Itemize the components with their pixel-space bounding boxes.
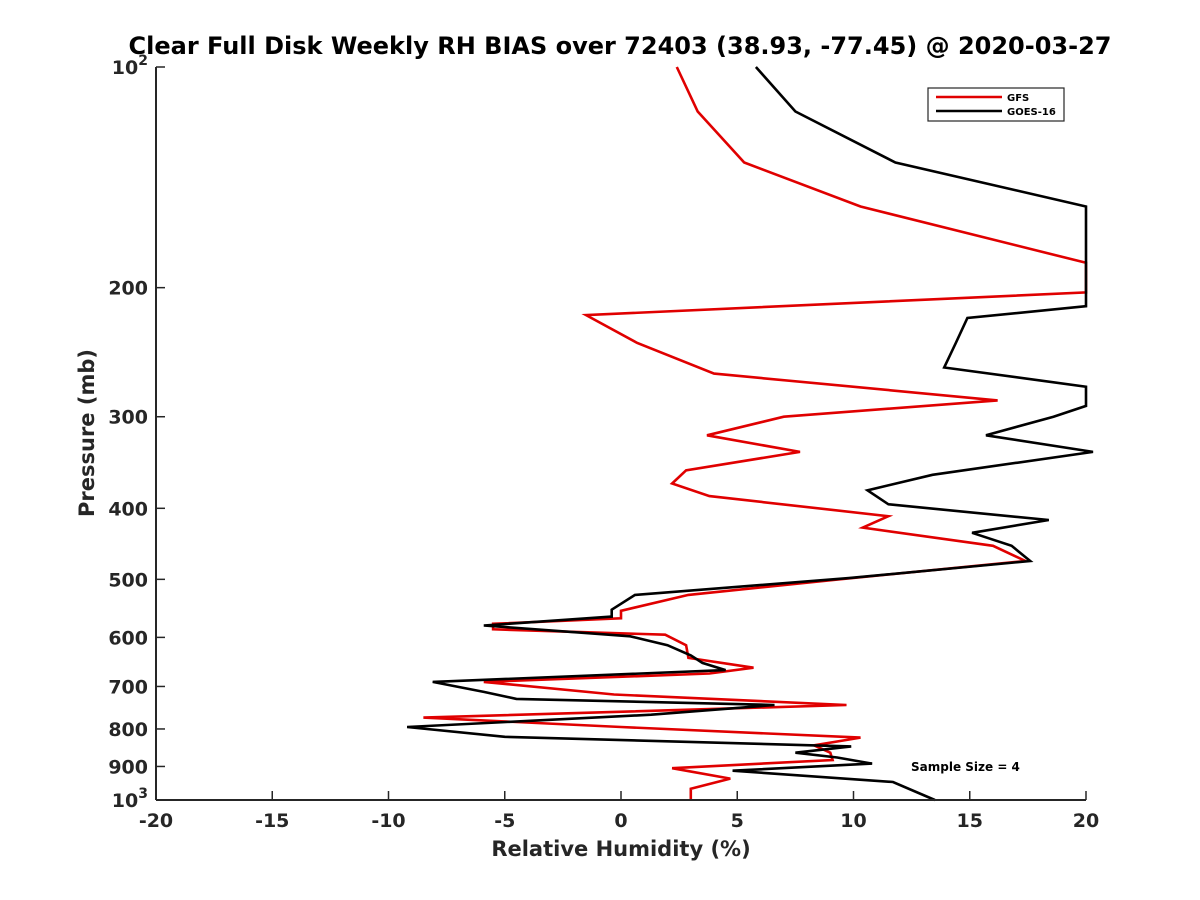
legend-label-goes16: GOES-16	[1007, 107, 1056, 118]
y-tick-label: 300	[108, 407, 148, 429]
x-tick-label: -20	[139, 810, 173, 832]
plot-lines	[406, 66, 1094, 802]
x-ticks: -20 -15 -10 -5 0 5 10 15 20	[139, 791, 1099, 832]
y-tick-label: 900	[108, 756, 148, 778]
y-tick-label: 200	[108, 278, 148, 300]
y-axis-label: Pressure (mb)	[75, 349, 99, 517]
y-tick-label: 600	[108, 627, 148, 649]
sample-size-annotation: Sample Size = 4	[911, 760, 1020, 774]
legend-label-gfs: GFS	[1007, 93, 1029, 104]
x-tick-label: 20	[1073, 810, 1099, 832]
y-tick-label: 103	[112, 786, 148, 812]
series-line-gfs	[423, 66, 1088, 800]
y-tick-label: 400	[108, 498, 148, 520]
x-tick-label: 10	[840, 810, 866, 832]
x-tick-label: -15	[255, 810, 289, 832]
legend-box	[927, 87, 1065, 122]
x-tick-label: -10	[371, 810, 405, 832]
x-axis-label: Relative Humidity (%)	[491, 837, 750, 861]
y-ticks: 102 200 300 400 500 600 700 800 900 103	[108, 53, 165, 812]
plot-border	[156, 67, 1086, 800]
x-tick-label: 5	[731, 810, 744, 832]
y-tick-label: 500	[108, 569, 148, 591]
y-tick-label: 800	[108, 719, 148, 741]
x-tick-label: -5	[494, 810, 515, 832]
chart-title: Clear Full Disk Weekly RH BIAS over 7240…	[129, 32, 1112, 60]
y-tick-label: 102	[112, 53, 148, 79]
series-line-goes16	[406, 66, 1094, 802]
x-tick-label: 15	[957, 810, 983, 832]
x-tick-label: 0	[614, 810, 627, 832]
y-tick-label: 700	[108, 676, 148, 698]
legend: GFS GOES-16	[927, 87, 1065, 122]
